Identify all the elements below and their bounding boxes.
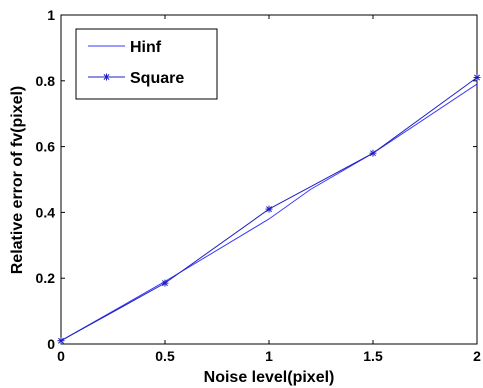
- data-point-square: [265, 205, 273, 213]
- legend-label-square: Square: [130, 70, 184, 87]
- legend-star-icon: [103, 73, 110, 81]
- series-group: [57, 74, 481, 345]
- y-tick-label: 0: [47, 336, 55, 352]
- y-tick-label: 0.4: [36, 204, 56, 220]
- x-axis-label: Noise level(pixel): [204, 369, 335, 386]
- data-point-square: [473, 74, 481, 82]
- y-tick-label: 1: [47, 7, 55, 23]
- legend-label-hinf: Hinf: [130, 39, 162, 56]
- legend-box: [75, 28, 218, 100]
- y-tick-label: 0.2: [36, 270, 56, 286]
- series-line-hinf: [60, 83, 478, 342]
- y-axis-label: Relative error of fv(pixel): [9, 86, 26, 275]
- data-point-square: [369, 149, 377, 157]
- legend-marker-star: [103, 73, 110, 81]
- y-tick-label: 0.6: [36, 139, 56, 155]
- x-tick-label: 1: [265, 348, 273, 364]
- x-tick-label: 1.5: [363, 348, 383, 364]
- y-tick-label: 0.8: [36, 73, 56, 89]
- legend: Hinf Square: [75, 28, 218, 100]
- x-tick-label: 0: [57, 348, 65, 364]
- axis-ticks: 0 0.5 1 1.5 2 0 0.2 0.4 0.6 0.8 1: [36, 7, 482, 364]
- x-tick-label: 2: [473, 348, 481, 364]
- data-point-square: [161, 279, 169, 287]
- x-tick-label: 0.5: [155, 348, 175, 364]
- data-point-square: [57, 337, 65, 345]
